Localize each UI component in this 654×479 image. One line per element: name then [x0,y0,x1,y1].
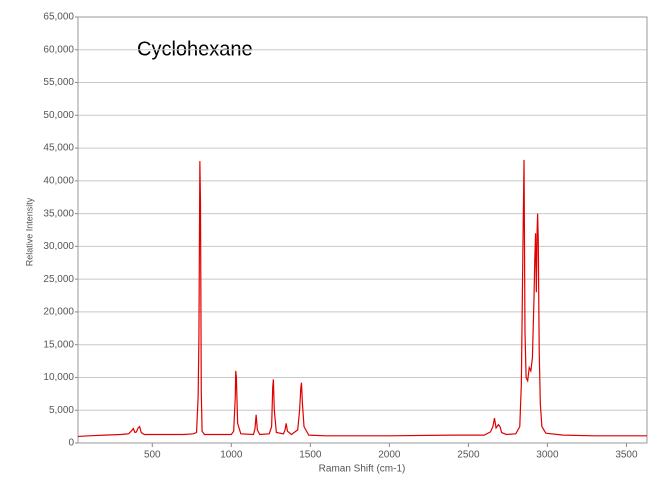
y-tick-label: 35,000 [43,208,74,219]
x-axis-label: Raman Shift (cm-1) [319,464,406,475]
x-tick-label: 2000 [378,450,401,461]
y-tick-label: 5,000 [49,405,74,416]
y-tick-label: 15,000 [43,339,74,350]
plot-frame [77,16,648,444]
x-tick-label: 1500 [299,450,322,461]
x-tick-label: 3500 [615,450,638,461]
x-tick-label: 1000 [220,450,243,461]
y-tick-label: 55,000 [43,77,74,88]
y-tick-label: 65,000 [43,12,74,23]
x-tick-label: 500 [144,450,161,461]
y-axis-label: Relative Intensity [24,197,34,266]
x-tick-label: 3000 [536,450,559,461]
y-tick-label: 10,000 [43,372,74,383]
spectrum-line [77,159,647,438]
y-tick-label: 30,000 [43,241,74,252]
x-tick-label: 2500 [457,450,480,461]
y-tick-label: 60,000 [43,44,74,55]
y-tick-label: 50,000 [43,110,74,121]
y-tick-label: 25,000 [43,274,74,285]
y-tick-label: 0 [68,438,74,449]
y-tick-label: 20,000 [43,307,74,318]
y-tick-label: 45,000 [43,143,74,154]
y-tick-label: 40,000 [43,175,74,186]
